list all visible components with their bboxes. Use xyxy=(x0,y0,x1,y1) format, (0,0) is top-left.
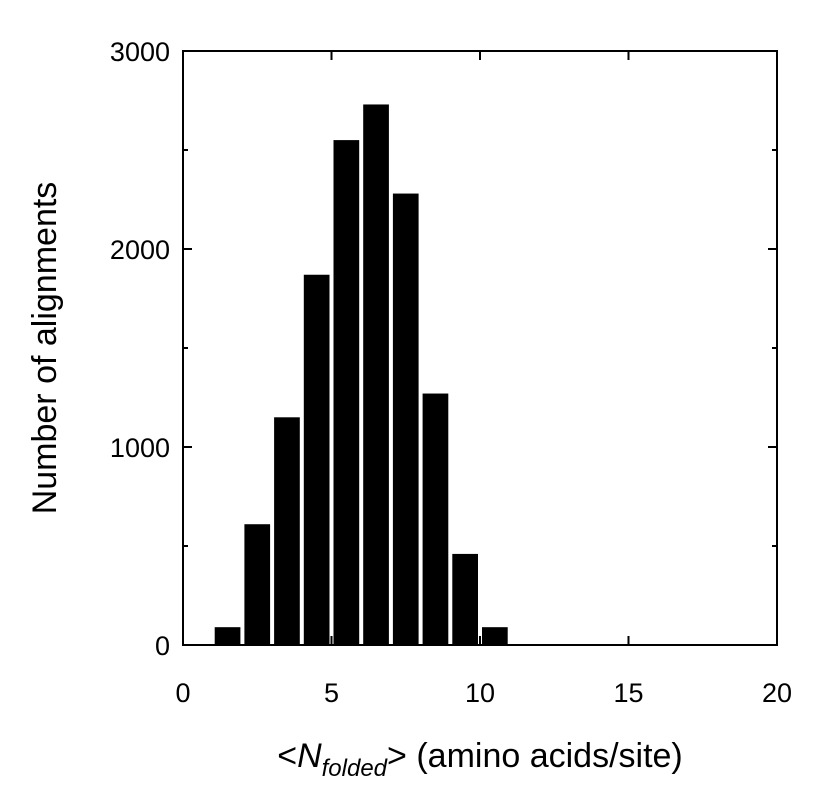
bar-3 xyxy=(303,274,330,645)
bar-1 xyxy=(244,524,271,645)
bar-5 xyxy=(363,104,389,645)
x-tick-label-3: 15 xyxy=(613,678,643,708)
x-tick-label-2: 10 xyxy=(465,678,495,708)
bar-9 xyxy=(482,627,508,645)
bar-2 xyxy=(274,417,300,645)
x-axis-title: <Nfolded> (amino acids/site) xyxy=(277,737,683,782)
x-axis-title-prefix: < xyxy=(277,737,297,775)
x-tick-label-4: 20 xyxy=(762,678,792,708)
bar-7 xyxy=(422,393,449,645)
y-axis-title: Number of alignments xyxy=(26,182,64,515)
plot-frame xyxy=(182,50,778,646)
x-tick-label-0: 0 xyxy=(175,678,190,708)
bar-0 xyxy=(214,627,241,645)
y-tick-label-3: 3000 xyxy=(110,37,170,67)
ticks-group xyxy=(182,50,778,646)
tick-labels-group: 0 5 10 15 20 0 1000 2000 3000 xyxy=(110,37,792,708)
x-axis-title-units: (amino acids/site) xyxy=(407,737,683,775)
y-tick-label-0: 0 xyxy=(155,631,170,661)
x-axis-title-suffix: > xyxy=(387,737,407,775)
bar-6 xyxy=(392,193,419,645)
bar-4 xyxy=(333,140,360,645)
bars-group xyxy=(214,104,508,645)
y-tick-label-2: 2000 xyxy=(110,235,170,265)
bar-8 xyxy=(452,553,478,645)
x-axis-title-subscript: folded xyxy=(322,755,388,782)
x-axis-title-symbol: N xyxy=(297,737,322,775)
x-tick-label-1: 5 xyxy=(324,678,339,708)
y-tick-label-1: 1000 xyxy=(110,433,170,463)
